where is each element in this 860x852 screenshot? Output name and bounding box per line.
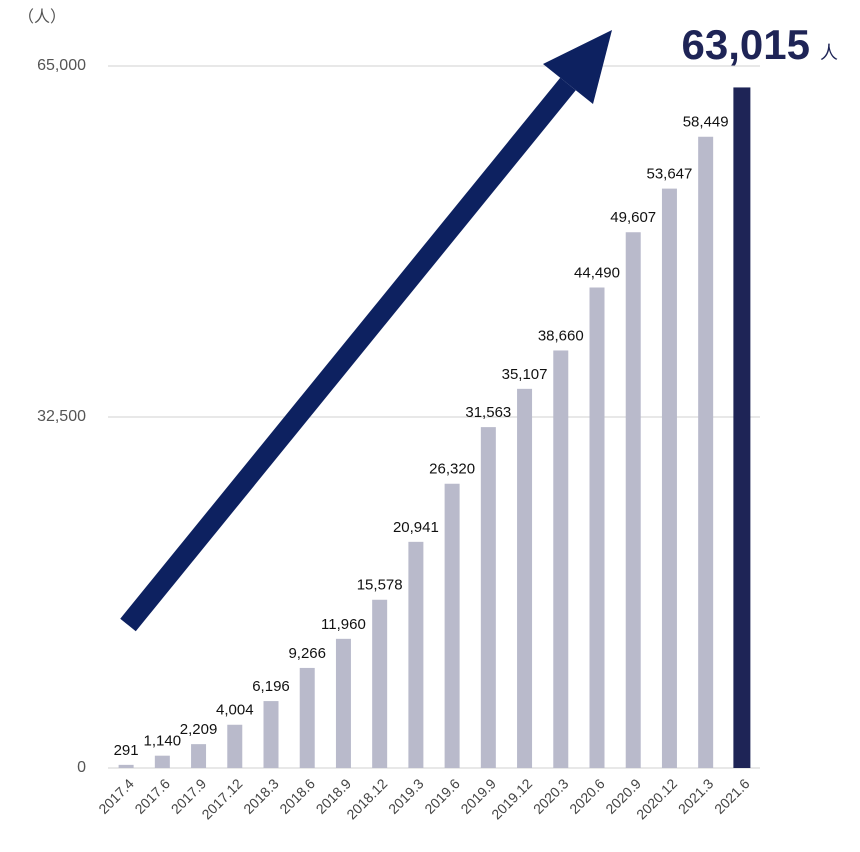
bar <box>444 483 460 768</box>
value-label: 11,960 <box>321 616 366 633</box>
bar <box>154 755 170 768</box>
value-label: 15,578 <box>357 577 403 594</box>
x-tick-label: 2019.3 <box>385 775 427 817</box>
bar <box>191 744 207 768</box>
value-label: 35,107 <box>502 366 548 383</box>
value-label: 4,004 <box>216 702 254 719</box>
bar <box>517 388 533 768</box>
y-tick-label: 0 <box>77 759 86 776</box>
value-label: 26,320 <box>429 461 475 478</box>
x-tick-label: 2020.12 <box>633 775 680 822</box>
y-tick-label: 65,000 <box>37 57 86 74</box>
highlight-value-label: 63,015 <box>682 21 810 68</box>
y-unit: （人） <box>18 8 66 26</box>
value-label: 1,140 <box>144 733 182 750</box>
bar <box>408 541 424 768</box>
bar <box>625 232 641 769</box>
value-label: 58,449 <box>683 114 729 131</box>
value-label: 6,196 <box>252 678 290 695</box>
bar <box>299 667 315 768</box>
value-label: 53,647 <box>646 166 692 183</box>
bar <box>263 701 279 768</box>
x-tick-label: 2017.6 <box>131 775 173 817</box>
value-label: 9,266 <box>288 645 326 662</box>
bar <box>118 764 134 768</box>
x-tick-label: 2020.6 <box>566 775 608 817</box>
x-tick-label: 2020.3 <box>530 775 572 817</box>
y-tick-label: 32,500 <box>37 408 86 425</box>
x-tick-label: 2018.3 <box>240 775 282 817</box>
value-label: 38,660 <box>538 327 584 344</box>
bar <box>589 287 605 768</box>
value-label: 2,209 <box>180 721 218 738</box>
bar <box>372 599 388 768</box>
x-tick-label: 2019.6 <box>421 775 463 817</box>
bar <box>480 427 496 768</box>
x-tick-label: 2018.12 <box>343 775 390 822</box>
value-label: 49,607 <box>610 209 656 226</box>
bar <box>227 724 243 768</box>
highlight-unit: 人 <box>820 43 838 63</box>
bar <box>733 87 751 769</box>
value-label: 31,563 <box>465 404 511 421</box>
x-tick-label: 2019.12 <box>488 775 535 822</box>
bar <box>335 638 351 768</box>
value-label: 20,941 <box>393 519 439 536</box>
bar <box>698 136 714 768</box>
x-tick-label: 2021.3 <box>675 775 717 817</box>
x-tick-label: 2018.6 <box>276 775 318 817</box>
value-label: 291 <box>114 742 139 759</box>
x-tick-label: 2021.6 <box>711 775 753 817</box>
bar <box>661 188 677 768</box>
arrow-shaft <box>120 77 576 632</box>
x-tick-label: 2017.4 <box>95 775 137 817</box>
x-tick-label: 2017.12 <box>198 775 245 822</box>
value-label: 44,490 <box>574 264 620 281</box>
bar <box>553 350 569 768</box>
growth-arrow <box>120 30 612 632</box>
arrow-head <box>543 30 612 104</box>
